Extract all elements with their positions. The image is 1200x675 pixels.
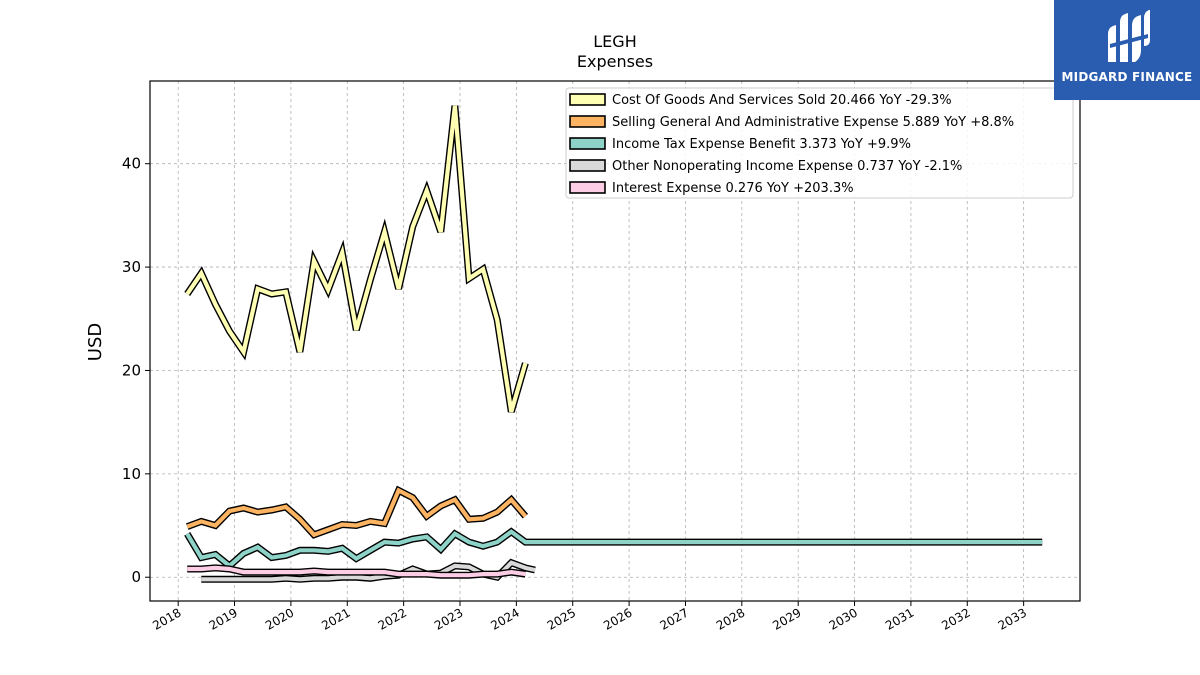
x-tick-label: 2026: [601, 605, 634, 632]
legend-swatch: [569, 137, 606, 150]
series-lines: [184, 105, 1043, 583]
legend-swatch: [569, 115, 606, 128]
logo-text: MIDGARD FINANCE: [1061, 70, 1193, 84]
legend-label: Interest Expense 0.276 YoY +203.3%: [612, 181, 854, 196]
x-tick-label: 2032: [939, 605, 972, 632]
x-tick-label: 2033: [996, 605, 1029, 632]
x-tick-label: 2018: [150, 605, 183, 632]
legend-label: Cost Of Goods And Services Sold 20.466 Y…: [612, 93, 952, 108]
x-tick-label: 2030: [827, 605, 860, 632]
series-1-line: [185, 485, 529, 539]
series-line: [185, 529, 1043, 569]
y-axis-label: USD: [85, 323, 106, 361]
legend-frame: [565, 87, 1074, 199]
legend-item: Income Tax Expense Benefit 3.373 YoY +9.…: [569, 137, 911, 152]
x-tick-label: 2019: [207, 605, 240, 632]
legend-swatch: [569, 159, 606, 172]
x-tick-label: 2022: [376, 605, 409, 632]
series-line: [186, 487, 527, 538]
logo-mark-icon: [1108, 10, 1150, 62]
series-4-line: [187, 564, 526, 579]
legend: Cost Of Goods And Services Sold 20.466 Y…: [565, 87, 1074, 199]
x-tick-label: 2024: [488, 605, 521, 632]
x-tick-label: 2028: [714, 605, 747, 632]
series-line-outline: [184, 105, 529, 413]
x-tick-label: 2027: [658, 605, 691, 632]
x-tick-label: 2023: [432, 605, 465, 632]
x-tick-label: 2025: [545, 605, 578, 632]
chart-subtitle: Expenses: [577, 52, 653, 71]
x-tick-label: 2029: [770, 605, 803, 632]
series-line: [187, 565, 526, 578]
legend-item: Interest Expense 0.276 YoY +203.3%: [569, 181, 854, 196]
y-tick-label: 10: [122, 465, 141, 483]
series-line-outline: [185, 485, 529, 539]
midgard-finance-logo: MIDGARD FINANCE: [1054, 0, 1200, 100]
y-tick-label: 40: [122, 155, 141, 173]
y-tick-label: 30: [122, 258, 141, 276]
legend-item: Other Nonoperating Income Expense 0.737 …: [569, 159, 962, 174]
y-tick-label: 0: [131, 568, 141, 586]
legend-swatch: [569, 181, 606, 194]
series-0-line: [184, 105, 529, 413]
series-line: [185, 105, 528, 413]
chart-title: LEGH: [593, 32, 636, 51]
plot-frame: [149, 80, 1081, 602]
y-tick-label: 20: [122, 361, 141, 379]
y-axis-ticks: 0 10 20 30 40: [122, 155, 150, 586]
legend-swatch: [569, 93, 606, 106]
legend-item: Selling General And Administrative Expen…: [569, 115, 1014, 130]
x-tick-label: 2031: [883, 605, 916, 632]
x-tick-label: 2021: [319, 605, 352, 632]
x-axis-ticks: 2018 2019 2020 2021 2022 2023 2024 2025 2026 2027…: [150, 601, 1029, 633]
x-tick-label: 2020: [263, 605, 296, 632]
legend-label: Selling General And Administrative Expen…: [612, 115, 1014, 130]
legend-item: Cost Of Goods And Services Sold 20.466 Y…: [569, 93, 952, 108]
legend-label: Other Nonoperating Income Expense 0.737 …: [612, 159, 962, 174]
legend-label: Income Tax Expense Benefit 3.373 YoY +9.…: [612, 137, 911, 152]
series-2-line: [184, 527, 1043, 571]
